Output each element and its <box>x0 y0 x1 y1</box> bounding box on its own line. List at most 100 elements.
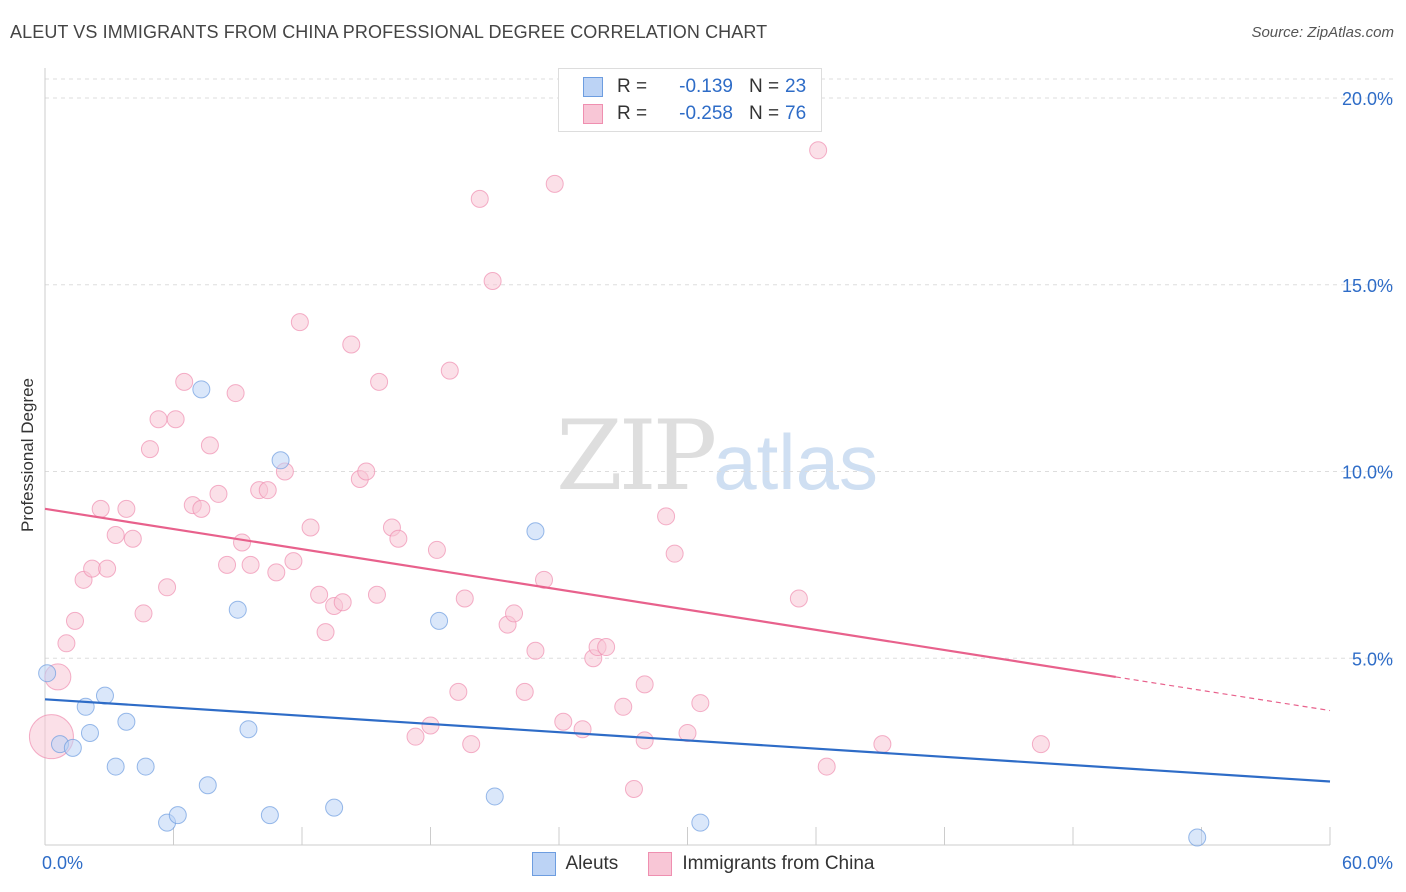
watermark: ZIPatlas <box>556 400 878 512</box>
legend-n-label: N = <box>749 76 780 97</box>
china-point <box>140 440 159 459</box>
watermark-zip: ZIP <box>556 400 717 512</box>
y-tick-label: 10.0% <box>1342 463 1393 483</box>
china-point <box>310 585 329 604</box>
aleut-point <box>168 806 187 825</box>
aleut-point <box>63 738 82 757</box>
legend-r-value: -0.139 <box>679 76 733 97</box>
aleut-point <box>228 600 247 619</box>
aleut-point <box>260 806 279 825</box>
x-tick-label: 0.0% <box>42 853 83 873</box>
china-point <box>809 141 828 160</box>
legend-swatch-aleuts <box>583 77 603 97</box>
china-point <box>342 335 361 354</box>
aleut-point <box>106 757 125 776</box>
legend-swatch-china <box>583 104 603 124</box>
china-point <box>440 361 459 380</box>
y-tick-label: 5.0% <box>1352 649 1393 669</box>
china-point <box>455 589 474 608</box>
china-point <box>267 563 286 582</box>
china-point <box>505 604 524 623</box>
china-point <box>635 731 654 750</box>
china-point <box>106 525 125 544</box>
china-point <box>406 727 425 746</box>
china-point <box>470 189 489 208</box>
china-point <box>515 682 534 701</box>
china-point <box>158 578 177 597</box>
china-point <box>301 518 320 537</box>
china-point <box>483 272 502 291</box>
aleut-point <box>526 522 545 541</box>
china-point <box>665 544 684 563</box>
china-point <box>200 436 219 455</box>
china-point <box>241 555 260 574</box>
china-point <box>678 723 697 742</box>
china-point <box>258 481 277 500</box>
series-label-aleuts: Aleuts <box>565 853 619 874</box>
china-point <box>123 529 142 548</box>
legend-n-value: 23 <box>785 76 807 97</box>
china-point <box>389 529 408 548</box>
china-point <box>1031 735 1050 754</box>
legend-row-china: R = -0.258 N = 76 <box>583 102 806 126</box>
china-point <box>545 174 564 193</box>
aleut-point <box>430 611 449 630</box>
aleut-point <box>325 798 344 817</box>
aleut-point <box>1188 828 1207 847</box>
china-point <box>65 611 84 630</box>
china-point <box>597 638 616 657</box>
y-tick-label: 15.0% <box>1342 276 1393 296</box>
series-swatch-china <box>648 852 673 876</box>
china-point <box>614 697 633 716</box>
china-point <box>691 694 710 713</box>
china-point <box>57 634 76 653</box>
china-point <box>421 716 440 735</box>
china-point <box>370 372 389 391</box>
aleut-point <box>271 451 290 470</box>
china-point <box>554 712 573 731</box>
china-point <box>226 384 245 403</box>
legend-n-value: 76 <box>785 103 807 124</box>
y-tick-label: 20.0% <box>1342 89 1393 109</box>
chart-title: ALEUT VS IMMIGRANTS FROM CHINA PROFESSIO… <box>10 22 768 42</box>
legend-row-aleuts: R = -0.139 N = 23 <box>583 75 806 99</box>
china-point <box>91 499 110 518</box>
china-trend-extension <box>1115 676 1331 712</box>
china-point <box>117 499 136 518</box>
china-point <box>333 593 352 612</box>
china-point <box>175 372 194 391</box>
china-trend-line <box>44 507 1117 679</box>
china-point <box>635 675 654 694</box>
aleut-point <box>38 664 57 683</box>
china-point <box>149 410 168 429</box>
china-point <box>657 507 676 526</box>
china-point <box>367 585 386 604</box>
source-label: Source: ZipAtlas.com <box>1251 24 1394 41</box>
aleut-point <box>691 813 710 832</box>
china-point <box>316 623 335 642</box>
legend-r-value: -0.258 <box>679 103 733 124</box>
aleut-point <box>239 720 258 739</box>
china-point <box>449 682 468 701</box>
china-point <box>218 555 237 574</box>
series-swatch-aleuts <box>531 852 556 876</box>
china-point <box>284 552 303 571</box>
series-legend: Aleuts Immigrants from China <box>0 852 1406 876</box>
aleut-point <box>95 686 114 705</box>
china-point <box>233 533 252 552</box>
aleut-point <box>192 380 211 399</box>
china-point <box>535 570 554 589</box>
legend-n-label: N = <box>749 103 780 124</box>
aleut-point <box>117 712 136 731</box>
series-legend-aleuts[interactable]: Aleuts <box>531 852 619 876</box>
china-point <box>166 410 185 429</box>
china-point <box>873 735 892 754</box>
series-label-china: Immigrants from China <box>682 853 875 874</box>
china-point <box>462 735 481 754</box>
legend-r-label: R = <box>617 103 648 124</box>
aleut-point <box>80 723 99 742</box>
china-point <box>817 757 836 776</box>
series-legend-china[interactable]: Immigrants from China <box>648 852 874 876</box>
china-point <box>526 641 545 660</box>
